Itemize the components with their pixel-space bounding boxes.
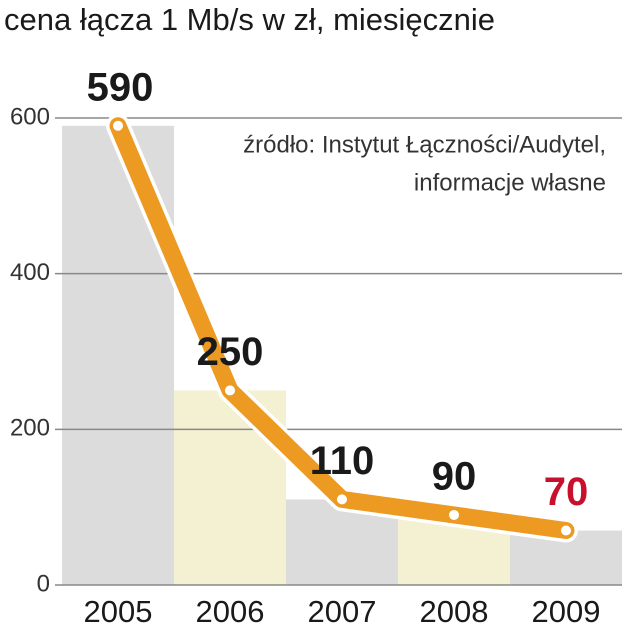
value-label: 90 xyxy=(432,455,477,499)
point xyxy=(335,492,349,507)
x-tick-label: 2005 xyxy=(84,594,153,629)
source-note: źródło: Instytut Łączności/Audytel, xyxy=(243,131,606,158)
value-label: 250 xyxy=(197,330,264,374)
value-label: 70 xyxy=(544,470,589,514)
x-tick-label: 2006 xyxy=(196,594,265,629)
point xyxy=(111,118,125,133)
value-label: 110 xyxy=(310,439,375,483)
point xyxy=(223,383,237,398)
y-tick-label: 200 xyxy=(10,415,50,442)
x-tick-label: 2007 xyxy=(308,594,377,629)
source-note: informacje własne xyxy=(414,169,606,196)
y-tick-label: 0 xyxy=(37,570,50,597)
chart-title: cena łącza 1 Mb/s w zł, miesięcznie xyxy=(4,2,495,37)
x-tick-label: 2008 xyxy=(420,594,489,629)
x-tick-label: 2009 xyxy=(532,594,601,629)
point xyxy=(447,507,461,522)
value-label: 590 xyxy=(87,65,154,109)
plot: 0 200 400 600 590 250 110 90 70 2005 2006 2007 2008 2… xyxy=(10,65,622,629)
point xyxy=(559,523,573,538)
y-tick-label: 400 xyxy=(10,259,50,286)
y-tick-label: 600 xyxy=(10,103,50,130)
